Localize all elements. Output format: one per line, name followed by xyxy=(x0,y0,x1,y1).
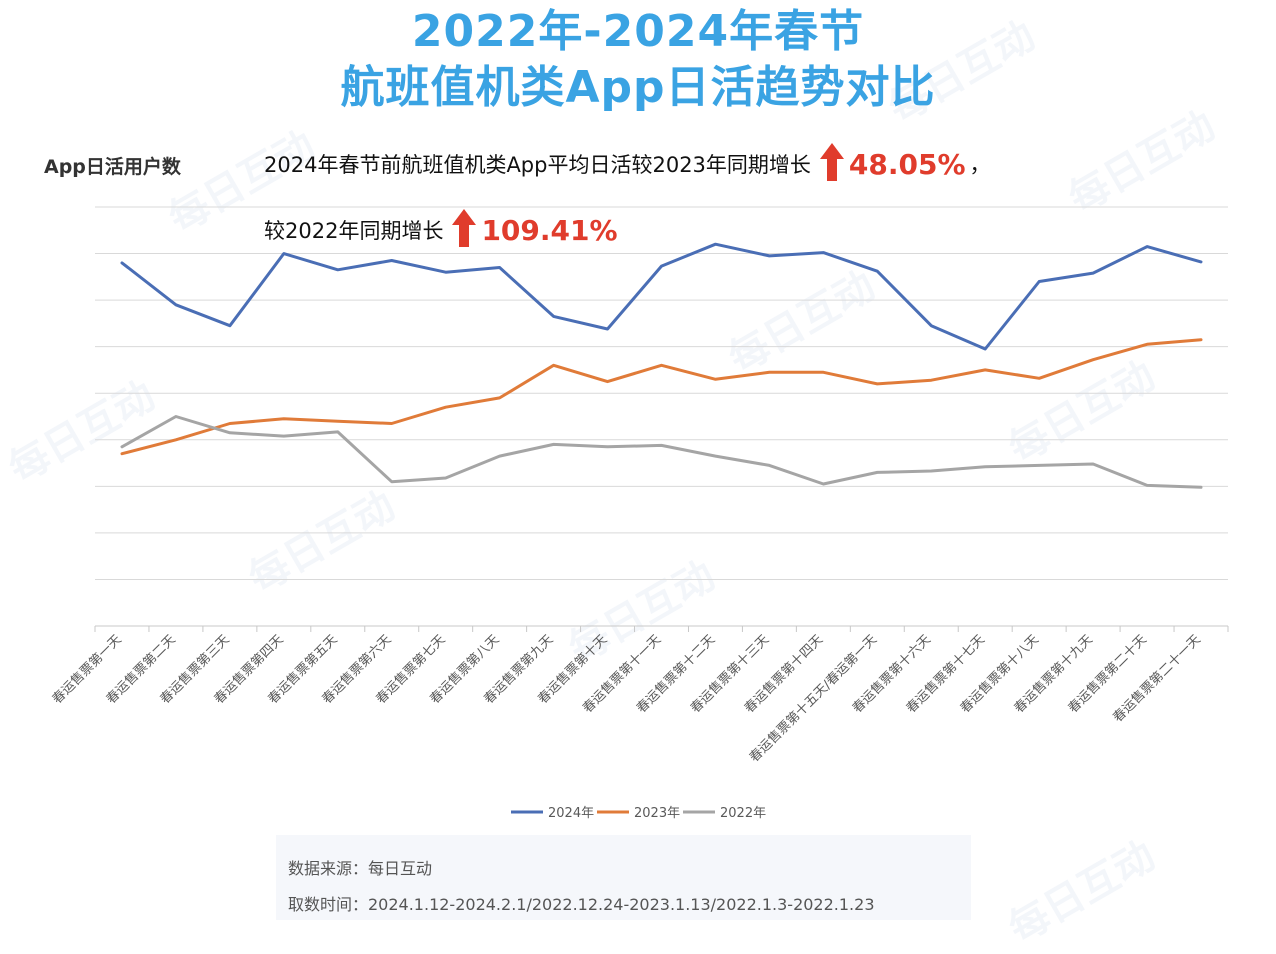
x-tick-label: 春运售票第二十一天 xyxy=(1110,632,1204,726)
legend-label: 2022年 xyxy=(720,806,766,821)
series-line-2022年 xyxy=(120,415,1203,489)
growth-annotation-2022: 较2022年同期增长 109.41% xyxy=(264,208,618,252)
legend-label: 2024年 xyxy=(548,806,594,821)
chart-title: 2022年-2024年春节 航班值机类App日活趋势对比 xyxy=(0,4,1276,116)
chart-title-line1: 2022年-2024年春节 xyxy=(411,6,865,57)
data-source: 数据来源：每日互动 xyxy=(288,859,433,878)
series-line-2024年 xyxy=(120,242,1203,351)
chart-title-line2: 航班值机类App日活趋势对比 xyxy=(340,62,936,113)
series-lines xyxy=(120,242,1203,489)
legend: 2024年 2023年 2022年 xyxy=(511,806,766,821)
y-axis-label: App日活用户数 xyxy=(44,156,181,178)
growth-pct-2023: 48.05% xyxy=(848,147,966,181)
annotation-text: 2024年春节前航班值机类App平均日活较2023年同期增长 xyxy=(264,153,811,177)
line-chart: 春运售票第一天春运售票第二天春运售票第三天春运售票第四天春运售票第五天春运售票第… xyxy=(49,206,1229,821)
x-axis xyxy=(94,625,1229,632)
annotation-text: 较2022年同期增长 xyxy=(264,219,444,243)
growth-annotation-2023: 2024年春节前航班值机类App平均日活较2023年同期增长 48.05% ， xyxy=(264,142,991,186)
growth-pct-2022: 109.41% xyxy=(481,213,618,247)
x-tick-labels: 春运售票第一天春运售票第二天春运售票第三天春运售票第四天春运售票第五天春运售票第… xyxy=(49,632,1204,766)
annotation-comma: ， xyxy=(969,153,991,177)
up-arrow-icon xyxy=(819,142,845,187)
gridlines xyxy=(95,206,1228,580)
legend-label: 2023年 xyxy=(634,806,680,821)
source-panel: 数据来源：每日互动 取数时间：2024.1.12-2024.2.1/2022.1… xyxy=(276,835,971,920)
up-arrow-icon xyxy=(451,208,477,253)
data-period: 取数时间：2024.1.12-2024.2.1/2022.12.24-2023.… xyxy=(288,895,875,914)
series-line-2023年 xyxy=(120,338,1203,456)
watermark: 每日互动 xyxy=(1001,832,1163,953)
